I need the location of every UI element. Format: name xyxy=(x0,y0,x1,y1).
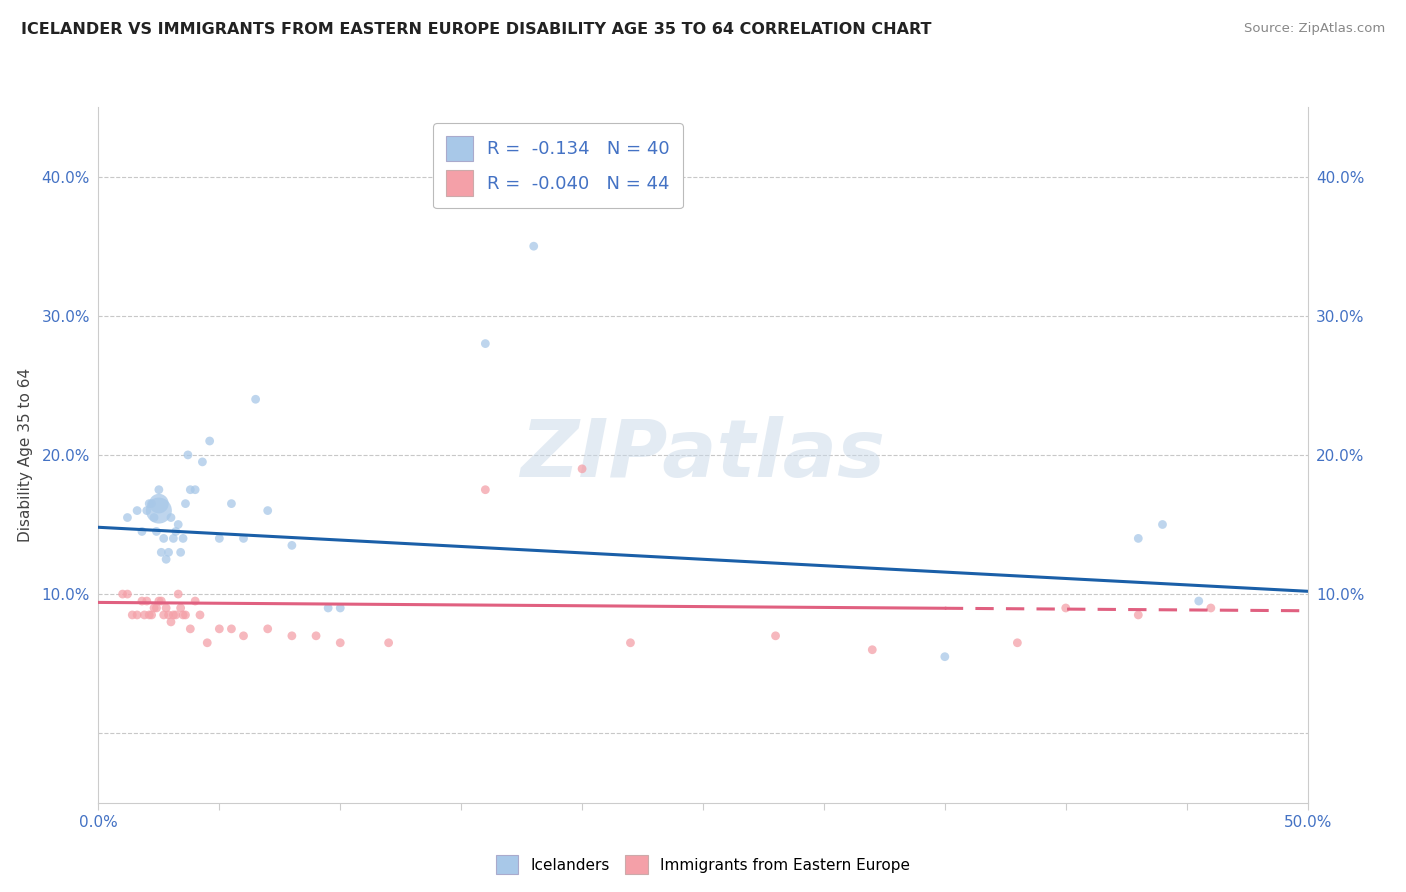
Point xyxy=(167,587,190,601)
Point xyxy=(256,622,278,636)
Point xyxy=(1188,594,1211,608)
Point xyxy=(329,636,352,650)
Point xyxy=(172,532,194,546)
Point xyxy=(134,607,156,622)
Point xyxy=(162,607,184,622)
Point xyxy=(198,434,221,448)
Point xyxy=(232,629,254,643)
Legend: Icelanders, Immigrants from Eastern Europe: Icelanders, Immigrants from Eastern Euro… xyxy=(489,849,917,880)
Point xyxy=(148,594,170,608)
Point xyxy=(1007,636,1029,650)
Text: Source: ZipAtlas.com: Source: ZipAtlas.com xyxy=(1244,22,1385,36)
Point xyxy=(174,607,197,622)
Point xyxy=(131,594,153,608)
Point xyxy=(111,587,134,601)
Point xyxy=(191,455,214,469)
Point xyxy=(155,552,177,566)
Point xyxy=(474,483,496,497)
Point xyxy=(474,336,496,351)
Point xyxy=(145,524,167,539)
Point xyxy=(1128,607,1150,622)
Point xyxy=(208,622,231,636)
Point xyxy=(195,636,218,650)
Point xyxy=(184,594,207,608)
Point xyxy=(619,636,641,650)
Point xyxy=(1054,601,1077,615)
Point xyxy=(860,642,883,657)
Point xyxy=(135,503,157,517)
Point xyxy=(143,510,166,524)
Point xyxy=(152,607,174,622)
Point xyxy=(169,601,191,615)
Point xyxy=(157,607,180,622)
Point xyxy=(177,448,200,462)
Point xyxy=(117,587,139,601)
Point xyxy=(141,607,163,622)
Point xyxy=(184,483,207,497)
Point xyxy=(179,622,201,636)
Point xyxy=(256,503,278,517)
Point xyxy=(1128,532,1150,546)
Y-axis label: Disability Age 35 to 64: Disability Age 35 to 64 xyxy=(18,368,34,542)
Point xyxy=(160,615,183,629)
Point xyxy=(150,545,173,559)
Point xyxy=(162,532,184,546)
Point xyxy=(1152,517,1174,532)
Point xyxy=(150,594,173,608)
Point xyxy=(121,607,143,622)
Point xyxy=(135,594,157,608)
Point xyxy=(131,524,153,539)
Legend: R =  -0.134   N = 40, R =  -0.040   N = 44: R = -0.134 N = 40, R = -0.040 N = 44 xyxy=(433,123,683,209)
Point xyxy=(523,239,546,253)
Point xyxy=(174,497,197,511)
Text: ICELANDER VS IMMIGRANTS FROM EASTERN EUROPE DISABILITY AGE 35 TO 64 CORRELATION : ICELANDER VS IMMIGRANTS FROM EASTERN EUR… xyxy=(21,22,932,37)
Point xyxy=(571,462,593,476)
Point xyxy=(148,483,170,497)
Point xyxy=(221,622,243,636)
Point xyxy=(179,483,201,497)
Point xyxy=(141,497,163,511)
Point xyxy=(143,601,166,615)
Point xyxy=(138,497,160,511)
Point xyxy=(127,607,149,622)
Point xyxy=(167,517,190,532)
Point xyxy=(172,607,194,622)
Point xyxy=(152,532,174,546)
Point xyxy=(169,545,191,559)
Point xyxy=(221,497,243,511)
Point xyxy=(188,607,211,622)
Point xyxy=(117,510,139,524)
Point xyxy=(155,601,177,615)
Point xyxy=(305,629,328,643)
Point xyxy=(934,649,956,664)
Point xyxy=(377,636,399,650)
Point xyxy=(316,601,339,615)
Point xyxy=(765,629,787,643)
Text: ZIPatlas: ZIPatlas xyxy=(520,416,886,494)
Point xyxy=(1199,601,1222,615)
Point xyxy=(145,601,167,615)
Point xyxy=(148,497,170,511)
Point xyxy=(232,532,254,546)
Point xyxy=(165,524,187,539)
Point xyxy=(208,532,231,546)
Point xyxy=(127,503,149,517)
Point xyxy=(138,607,160,622)
Point xyxy=(281,629,304,643)
Point xyxy=(245,392,267,407)
Point xyxy=(165,607,187,622)
Point xyxy=(329,601,352,615)
Point xyxy=(160,510,183,524)
Point xyxy=(281,538,304,552)
Point xyxy=(157,545,180,559)
Point xyxy=(148,503,170,517)
